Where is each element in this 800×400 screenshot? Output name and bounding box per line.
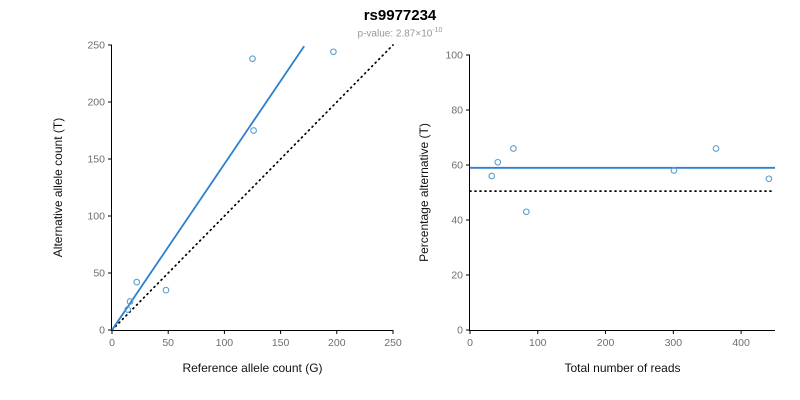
- y-axis-label: Percentage alternative (T): [417, 123, 431, 262]
- x-tick-label: 400: [732, 337, 750, 349]
- x-tick-label: 150: [272, 337, 290, 349]
- fit-line: [111, 45, 305, 331]
- x-tick-label: 50: [162, 337, 174, 349]
- data-point: [488, 172, 496, 180]
- y-tick-label: 60: [451, 160, 463, 172]
- y-tick-label: 0: [99, 325, 105, 337]
- data-point: [330, 48, 337, 56]
- x-axis-label: Reference allele count (G): [182, 361, 322, 375]
- x-tick-label: 200: [597, 337, 615, 349]
- y-tick-label: 20: [451, 270, 463, 282]
- y-tick-label: 250: [87, 40, 105, 52]
- x-tick-label: 250: [384, 337, 402, 349]
- data-point: [712, 145, 720, 152]
- data-point: [522, 208, 530, 216]
- x-axis-label: Total number of reads: [564, 361, 680, 375]
- y-tick-label: 0: [457, 325, 463, 337]
- x-tick-label: 300: [665, 337, 683, 349]
- data-point: [133, 278, 141, 286]
- data-point: [765, 175, 773, 183]
- reference-line: [111, 44, 394, 331]
- data-point: [670, 167, 678, 174]
- y-tick-label: 200: [87, 97, 105, 109]
- x-tick-label: 100: [216, 337, 234, 349]
- y-tick-label: 40: [451, 215, 463, 227]
- y-tick-label: 100: [445, 50, 463, 62]
- y-tick-label: 150: [87, 154, 105, 166]
- data-point: [510, 145, 517, 152]
- y-tick-label: 100: [87, 211, 105, 223]
- y-axis-label: Alternative allele count (T): [51, 118, 65, 257]
- x-tick-label: 0: [467, 337, 473, 349]
- x-tick-label: 200: [328, 337, 346, 349]
- data-point: [494, 158, 502, 166]
- y-tick-label: 50: [93, 268, 105, 280]
- data-point: [249, 55, 256, 63]
- data-point: [126, 298, 134, 305]
- x-tick-label: 100: [529, 337, 547, 349]
- data-point: [162, 286, 170, 294]
- x-tick-label: 0: [109, 337, 115, 349]
- y-tick-label: 80: [451, 105, 463, 117]
- data-point: [250, 127, 257, 134]
- data-point: [124, 306, 132, 313]
